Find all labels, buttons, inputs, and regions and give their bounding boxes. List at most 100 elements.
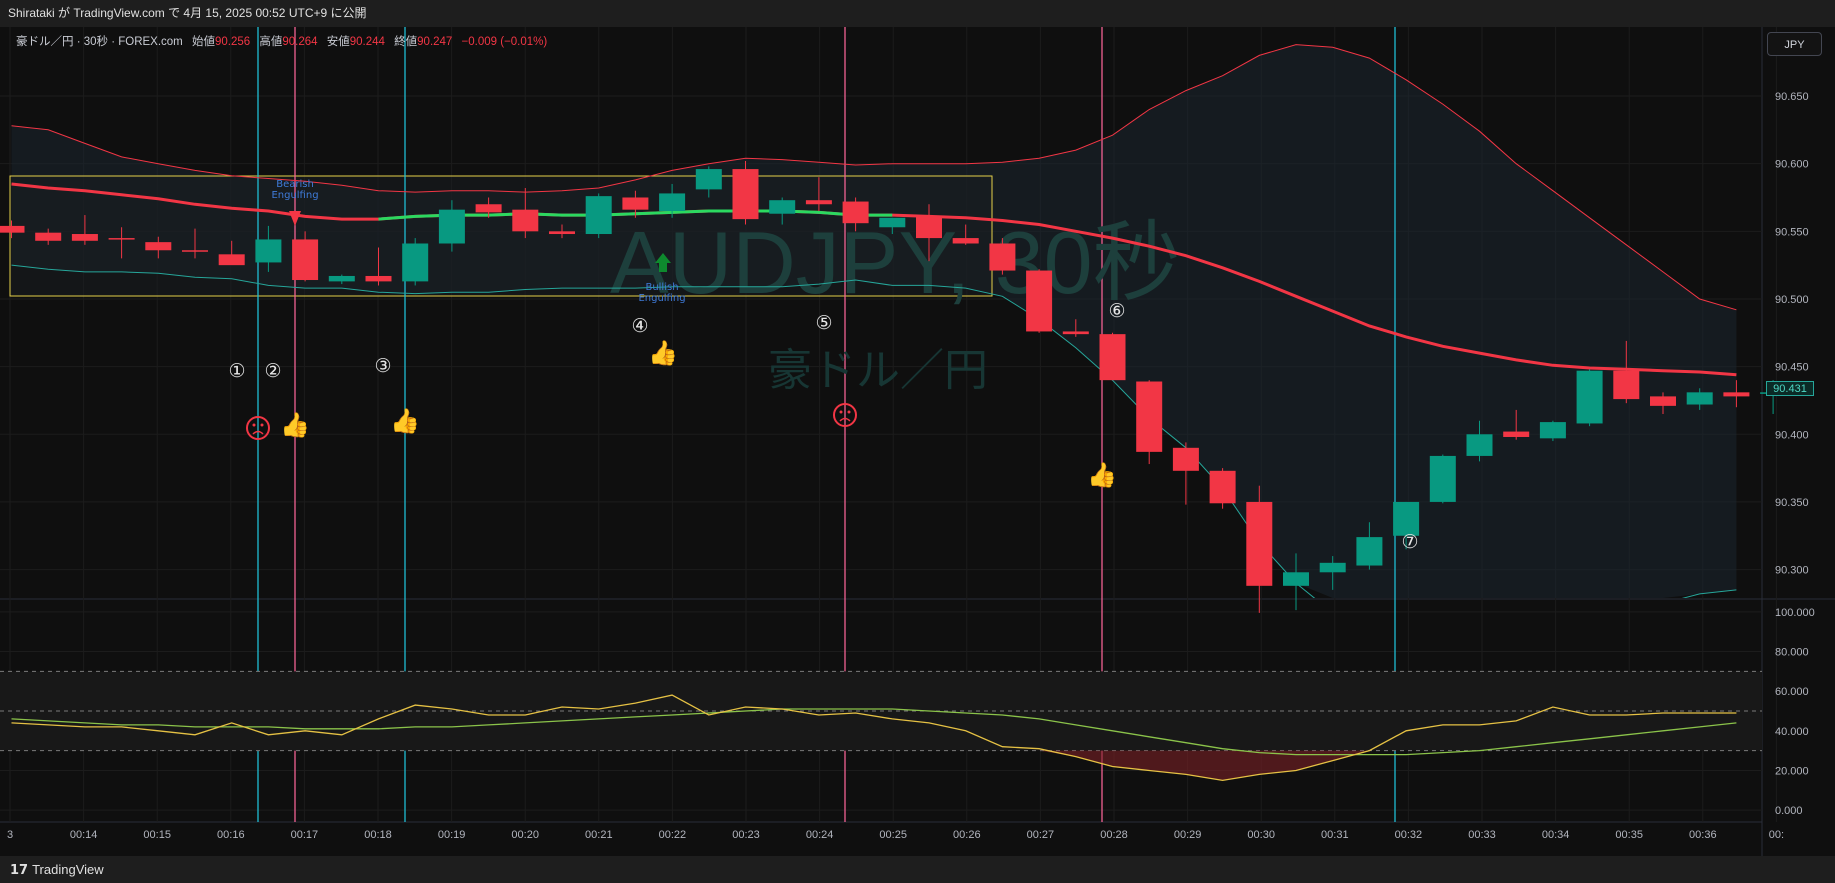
y-tick-label: 90.600 (1775, 159, 1809, 171)
candle-body (842, 201, 869, 224)
y-tick-label: 90.300 (1775, 565, 1809, 577)
rsi-y-tick-label: 60.000 (1775, 686, 1809, 698)
candle-body (1539, 422, 1566, 439)
x-tick-label: 00:25 (879, 829, 907, 841)
footer: 𝟭𝟳 TradingView (0, 856, 1835, 883)
step-number-label: ② (264, 360, 281, 382)
candle-body (108, 238, 135, 240)
candle-body (916, 216, 942, 239)
bollinger-upper-line (11, 44, 1737, 311)
candle-body (622, 197, 649, 210)
candle-body (1356, 537, 1383, 566)
candle-body (549, 231, 575, 235)
step-number-label: ③ (374, 355, 391, 377)
x-tick-label: 00:18 (364, 829, 392, 841)
x-tick-label: 00:15 (143, 829, 171, 841)
x-tick-label: 00: (1769, 829, 1784, 841)
range-box (9, 175, 993, 297)
bollinger-fill (11, 44, 1737, 599)
rsi-y-tick-label: 20.000 (1775, 765, 1809, 777)
candle-body (35, 232, 62, 241)
candle-body (952, 238, 979, 244)
x-tick-label: 00:22 (659, 829, 687, 841)
candle-body (879, 217, 906, 228)
candle-body (328, 275, 355, 282)
candle-body (475, 204, 502, 213)
rsi-y-tick-label: 40.000 (1775, 726, 1809, 738)
x-tick-label: 00:36 (1689, 829, 1717, 841)
thumbs-up-icon: 👍 (390, 407, 420, 435)
rsi-y-tick-label: 100.000 (1775, 607, 1815, 619)
candle-body (292, 239, 319, 281)
pattern-label-bullish: Engulfing (638, 293, 685, 304)
x-tick-label: 3 (7, 829, 13, 841)
candle-body (1172, 447, 1199, 471)
candle-body (732, 169, 759, 220)
candle-body (1723, 392, 1750, 397)
candle-body (1393, 501, 1420, 536)
candle-body (1136, 381, 1163, 452)
candle-body (255, 239, 282, 263)
rsi-y-tick-label: 0.000 (1775, 805, 1803, 817)
bullish-arrow-icon (655, 253, 671, 272)
step-number-label: ④ (631, 315, 648, 337)
pattern-label-bullish: Bullish (645, 282, 678, 293)
thumbs-up-icon: 👍 (648, 339, 678, 367)
candle-body (695, 169, 722, 190)
x-tick-label: 00:19 (438, 829, 466, 841)
publish-info: Shirataki が TradingView.com で 4月 15, 202… (0, 0, 1835, 27)
candle-body (71, 234, 98, 241)
symbol-label: 豪ドル／円 · 30秒 · FOREX.com (16, 36, 183, 48)
candle-body (0, 225, 25, 233)
candle-body (512, 209, 539, 232)
rsi-ma-line (11, 708, 1737, 756)
thumbs-up-icon: 👍 (1087, 461, 1117, 489)
x-tick-label: 00:34 (1542, 829, 1570, 841)
sad-face-icon (260, 423, 264, 427)
x-tick-label: 00:24 (806, 829, 834, 841)
x-tick-label: 00:23 (732, 829, 760, 841)
x-tick-label: 00:33 (1468, 829, 1496, 841)
x-tick-label: 00:31 (1321, 829, 1349, 841)
rsi-line (11, 694, 1737, 782)
y-tick-label: 90.400 (1775, 429, 1809, 441)
currency-button[interactable]: JPY (1767, 32, 1822, 56)
pattern-label-bearish: Engulfing (271, 190, 318, 201)
chart-area[interactable]: AUDJPY, 30秒 豪ドル／円 BearishEngulfingBullis… (0, 27, 1835, 856)
x-tick-label: 00:16 (217, 829, 245, 841)
candle-body (769, 200, 796, 214)
y-tick-label: 90.550 (1775, 226, 1809, 238)
x-tick-label: 00:28 (1100, 829, 1128, 841)
x-tick-label: 00:20 (511, 829, 539, 841)
watermark-symbol: AUDJPY, 30秒 (610, 213, 1181, 312)
candle-body (1099, 334, 1126, 381)
rsi-y-tick-label: 80.000 (1775, 647, 1809, 659)
candle-body (145, 242, 172, 251)
x-tick-label: 00:32 (1395, 829, 1423, 841)
sad-face-icon (839, 417, 851, 422)
watermark-name: 豪ドル／円 (768, 346, 988, 395)
sad-face-icon (847, 410, 851, 414)
x-tick-label: 00:35 (1615, 829, 1643, 841)
y-tick-label: 90.350 (1775, 497, 1809, 509)
x-tick-label: 00:27 (1027, 829, 1055, 841)
candle-body (1613, 370, 1640, 400)
candle-body (1686, 392, 1713, 405)
candle-body (659, 193, 686, 212)
candle-body (1650, 396, 1676, 406)
y-tick-label: 90.500 (1775, 294, 1809, 306)
last-price-label: 90.431 (1766, 381, 1814, 396)
bearish-arrow-icon (289, 211, 301, 226)
x-tick-label: 00:29 (1174, 829, 1202, 841)
sad-face-icon (833, 403, 857, 427)
candle-body (1062, 331, 1089, 335)
candle-body (1466, 434, 1493, 456)
candle-body (402, 243, 429, 282)
step-number-label: ⑤ (815, 312, 832, 334)
x-tick-label: 00:21 (585, 829, 613, 841)
step-number-label: ⑥ (1108, 300, 1125, 322)
tradingview-logo-icon[interactable]: 𝟭𝟳 (10, 862, 29, 877)
pattern-label-bearish: Bearish (276, 179, 314, 190)
y-tick-label: 90.450 (1775, 362, 1809, 374)
candle-body (1209, 470, 1236, 504)
